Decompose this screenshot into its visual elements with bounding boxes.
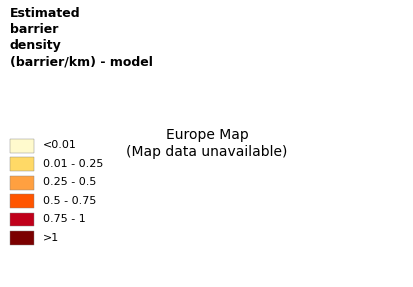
- Text: 0.5 - 0.75: 0.5 - 0.75: [43, 196, 96, 205]
- Text: 0.75 - 1: 0.75 - 1: [43, 214, 85, 224]
- FancyBboxPatch shape: [9, 139, 34, 153]
- FancyBboxPatch shape: [9, 176, 34, 189]
- FancyBboxPatch shape: [9, 194, 34, 208]
- Text: Estimated
barrier
density
(barrier/km) - model: Estimated barrier density (barrier/km) -…: [9, 7, 152, 68]
- FancyBboxPatch shape: [9, 213, 34, 226]
- FancyBboxPatch shape: [9, 157, 34, 171]
- Text: >1: >1: [43, 232, 59, 243]
- Text: 0.25 - 0.5: 0.25 - 0.5: [43, 177, 96, 187]
- FancyBboxPatch shape: [9, 231, 34, 245]
- Text: <0.01: <0.01: [43, 140, 76, 150]
- Text: Europe Map
(Map data unavailable): Europe Map (Map data unavailable): [126, 128, 287, 159]
- Text: 0.01 - 0.25: 0.01 - 0.25: [43, 159, 103, 169]
